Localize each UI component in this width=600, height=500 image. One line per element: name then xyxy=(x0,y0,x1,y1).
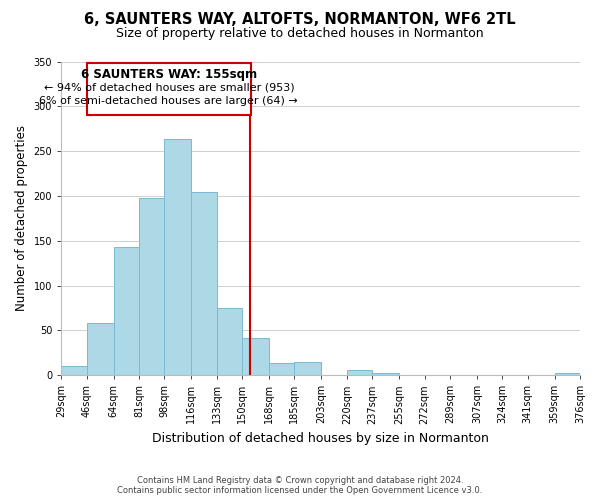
Bar xyxy=(61,366,86,375)
Bar xyxy=(372,374,399,375)
Bar xyxy=(295,362,322,375)
Bar xyxy=(113,247,139,375)
Text: Contains HM Land Registry data © Crown copyright and database right 2024.
Contai: Contains HM Land Registry data © Crown c… xyxy=(118,476,482,495)
Bar xyxy=(164,140,191,375)
Text: Size of property relative to detached houses in Normanton: Size of property relative to detached ho… xyxy=(116,28,484,40)
Bar xyxy=(139,198,164,375)
Bar xyxy=(554,374,580,375)
Bar xyxy=(269,364,295,375)
Y-axis label: Number of detached properties: Number of detached properties xyxy=(15,126,28,312)
FancyBboxPatch shape xyxy=(86,64,251,116)
Text: 6 SAUNTERS WAY: 155sqm: 6 SAUNTERS WAY: 155sqm xyxy=(81,68,257,81)
X-axis label: Distribution of detached houses by size in Normanton: Distribution of detached houses by size … xyxy=(152,432,489,445)
Bar xyxy=(191,192,217,375)
Text: ← 94% of detached houses are smaller (953): ← 94% of detached houses are smaller (95… xyxy=(44,82,294,92)
Bar xyxy=(86,323,113,375)
Text: 6% of semi-detached houses are larger (64) →: 6% of semi-detached houses are larger (6… xyxy=(40,96,298,106)
Bar xyxy=(242,338,269,375)
Bar xyxy=(347,370,372,375)
Bar xyxy=(217,308,242,375)
Text: 6, SAUNTERS WAY, ALTOFTS, NORMANTON, WF6 2TL: 6, SAUNTERS WAY, ALTOFTS, NORMANTON, WF6… xyxy=(84,12,516,28)
